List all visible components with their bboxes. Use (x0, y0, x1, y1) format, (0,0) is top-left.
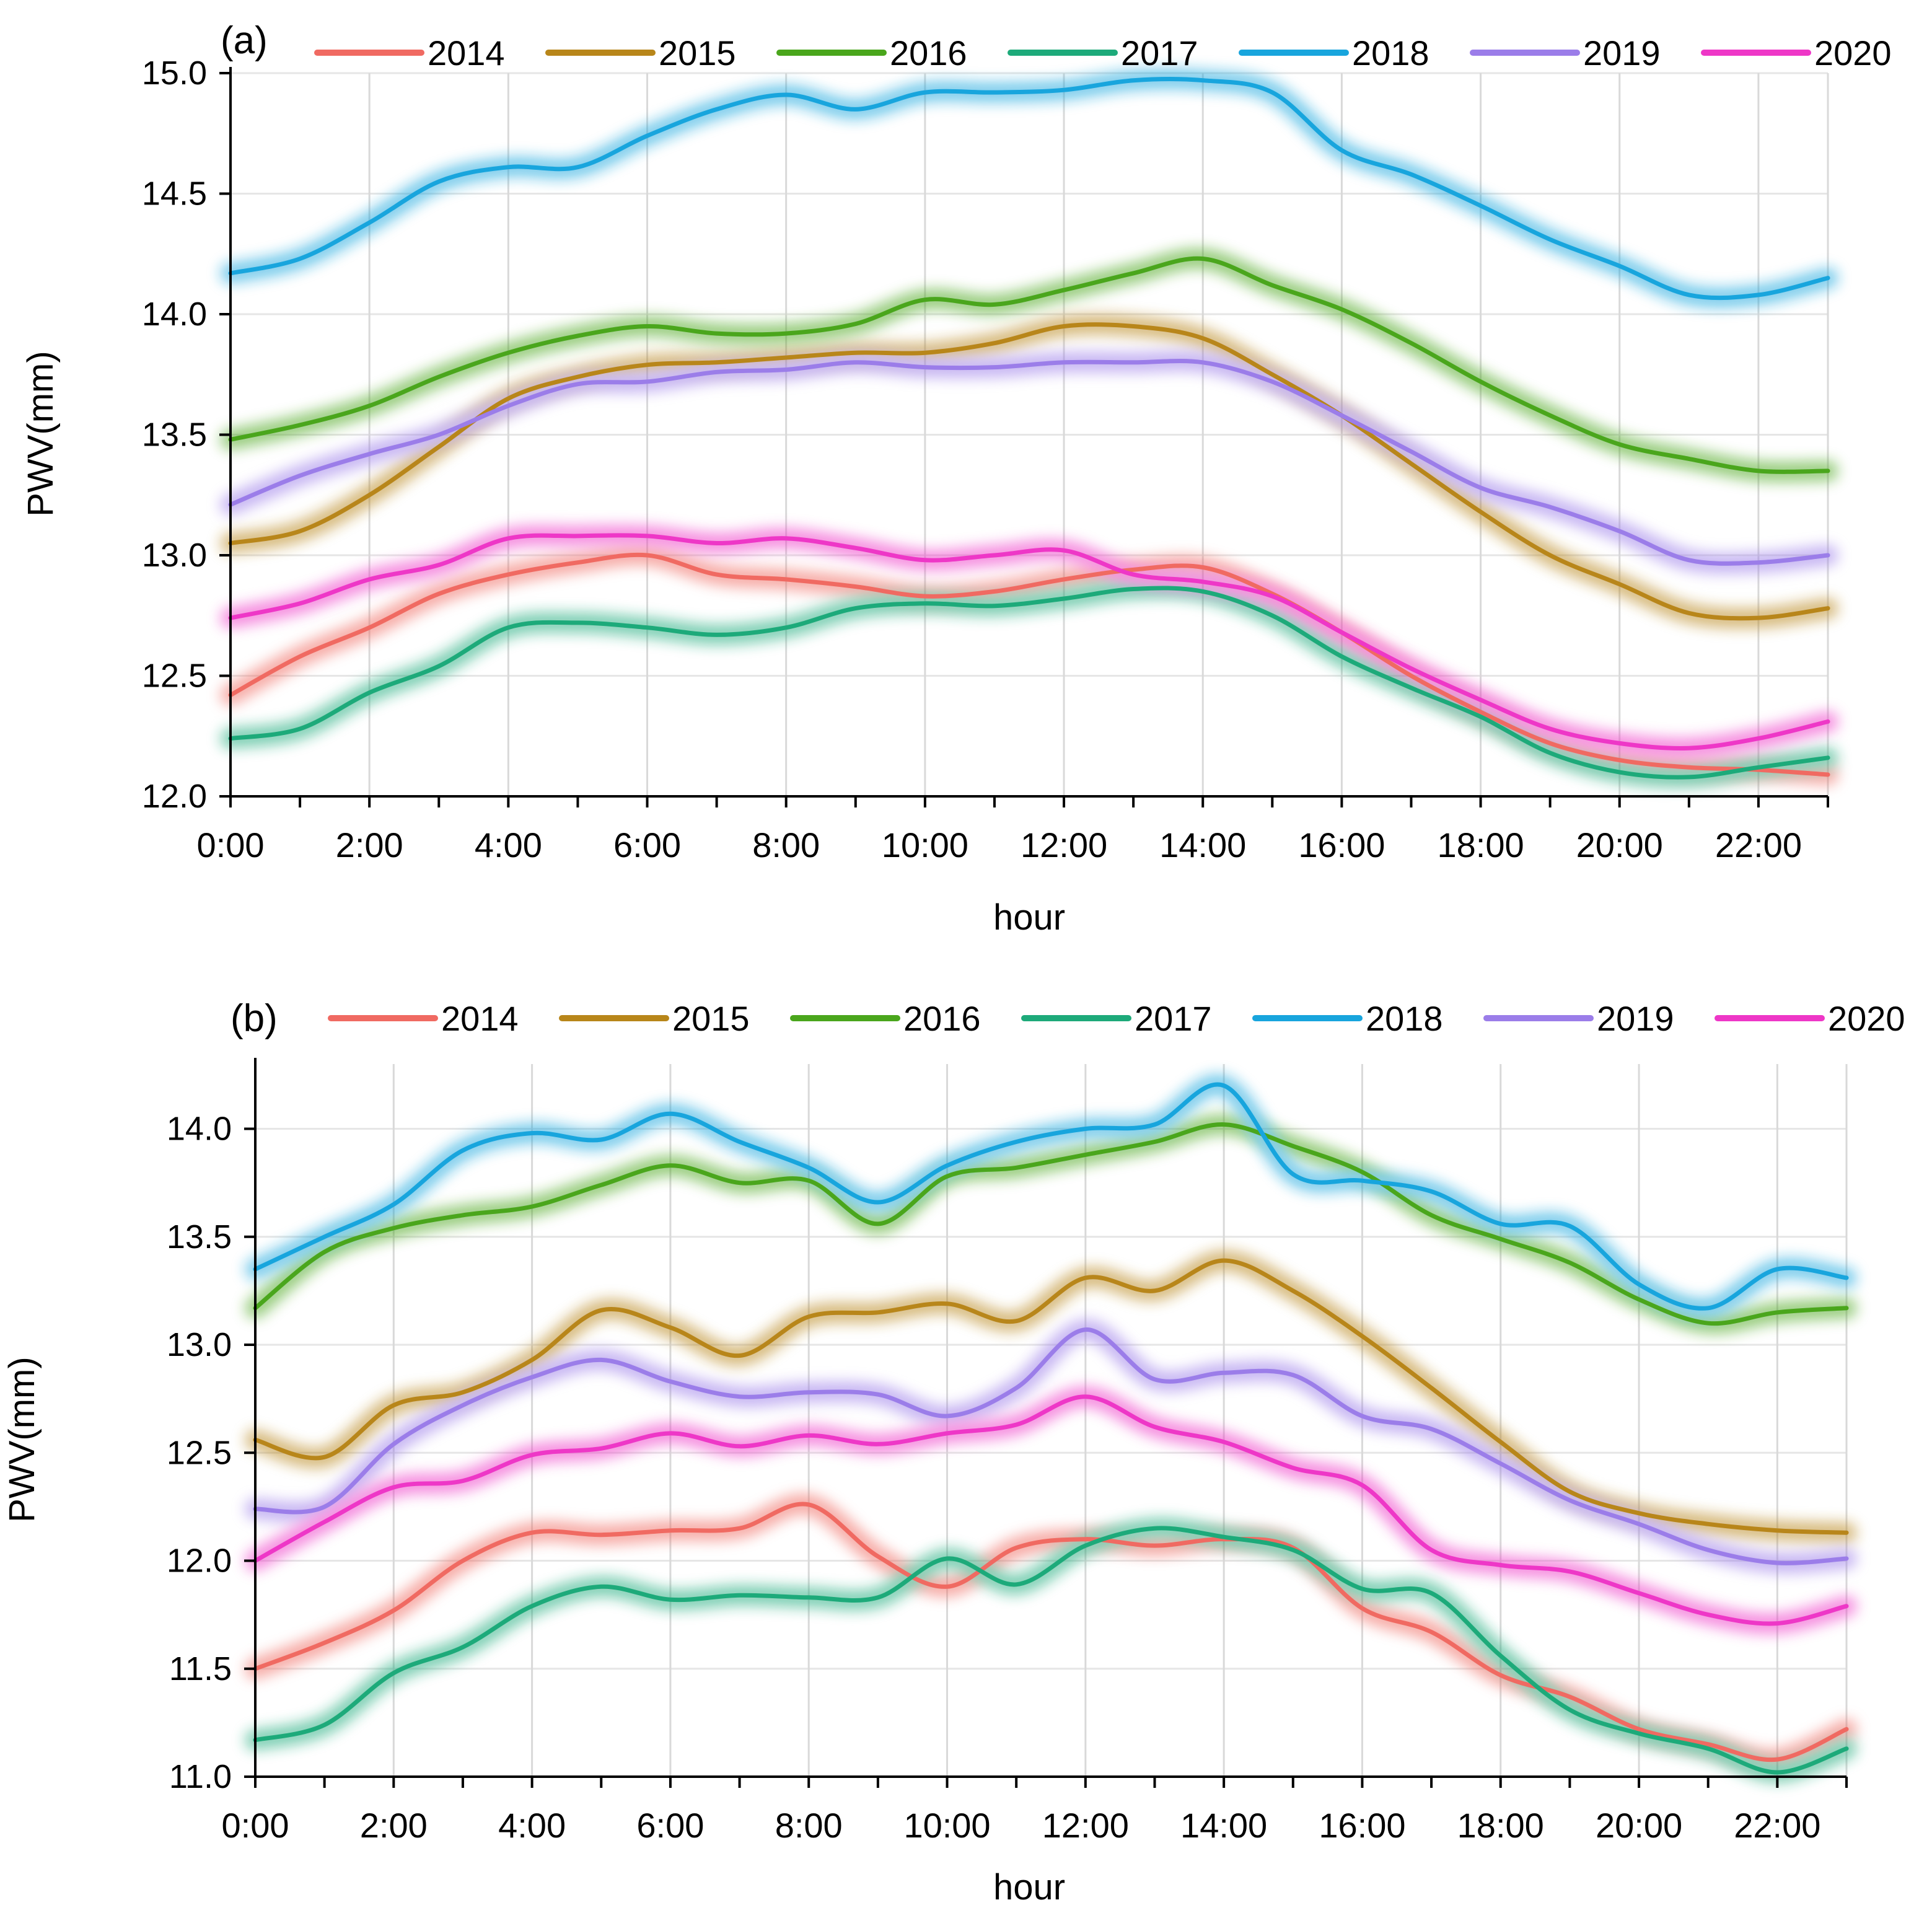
axes: 12.0 12.5 13.0 13.5 14.0 14.5 15.0 0:00 2:00 4:00… (142, 55, 1829, 864)
legend-label: 2016 (903, 999, 981, 1038)
y-tick-label: 13.0 (142, 537, 207, 574)
series-line-2016 (228, 256, 1830, 474)
x-tick-label: 22:00 (1734, 1806, 1820, 1845)
series-line-2018 (253, 1082, 1849, 1311)
x-tick-label: 8:00 (752, 825, 820, 864)
x-axis-title: hour (993, 1867, 1065, 1907)
panel-b: 11.0 11.5 12.0 12.5 13.0 13.5 14.0 0:00 2:00 4:00… (2, 997, 1905, 1907)
series-line-2017 (253, 1526, 1849, 1775)
y-tick-label: 14.5 (142, 175, 207, 213)
legend-item-2015: 2015 (559, 999, 750, 1038)
legend-label: 2019 (1597, 999, 1674, 1038)
panel-label: (a) (221, 19, 268, 62)
series-line-2014 (253, 1502, 1849, 1762)
x-tick-label: 10:00 (903, 1806, 990, 1845)
legend-label: 2014 (441, 999, 519, 1038)
x-tick-label: 8:00 (775, 1806, 843, 1845)
x-tick-label: 18:00 (1437, 825, 1524, 864)
panel-label: (b) (231, 997, 278, 1040)
y-tick-label: 13.5 (142, 416, 207, 454)
legend-label: 2017 (1121, 33, 1198, 73)
legend-item-2017: 2017 (1008, 33, 1198, 73)
x-tick-label: 12:00 (1021, 825, 1107, 864)
x-tick-label: 20:00 (1596, 1806, 1682, 1845)
legend-item-2017: 2017 (1021, 999, 1212, 1038)
x-tick-label: 12:00 (1042, 1806, 1129, 1845)
x-tick-label: 0:00 (197, 825, 265, 864)
y-tick-label: 14.0 (167, 1111, 232, 1148)
series-line-2017 (228, 586, 1830, 780)
series-line-2020 (253, 1394, 1849, 1626)
legend-item-2015: 2015 (545, 33, 736, 73)
legend-item-2016: 2016 (790, 999, 981, 1038)
x-tick-label: 2:00 (336, 825, 403, 864)
y-tick-label: 13.0 (167, 1326, 232, 1363)
series-line-2018 (228, 76, 1830, 301)
x-axis-title: hour (993, 897, 1065, 938)
legend-label: 2018 (1366, 999, 1443, 1038)
y-tick-label: 12.5 (142, 658, 207, 695)
legend-item-2018: 2018 (1239, 33, 1429, 73)
legend: 2014 2015 2016 2017 2018 2019 2020 (314, 33, 1892, 73)
legend-label: 2016 (890, 33, 967, 73)
legend-label: 2018 (1352, 33, 1429, 73)
legend-label: 2019 (1583, 33, 1661, 73)
legend-label: 2014 (428, 33, 505, 73)
y-tick-label: 13.5 (167, 1218, 232, 1256)
series-line-2015 (228, 322, 1830, 621)
y-tick-label: 15.0 (142, 55, 207, 92)
x-tick-label: 22:00 (1715, 825, 1802, 864)
x-tick-label: 2:00 (360, 1806, 428, 1845)
x-tick-label: 10:00 (882, 825, 968, 864)
legend-item-2020: 2020 (1701, 33, 1892, 73)
axes: 11.0 11.5 12.0 12.5 13.0 13.5 14.0 0:00 2:00 4:00… (167, 1058, 1848, 1845)
legend-item-2016: 2016 (776, 33, 967, 73)
y-axis-title: PWV(mm) (2, 1357, 42, 1522)
x-tick-label: 6:00 (636, 1806, 704, 1845)
legend-item-2014: 2014 (328, 999, 519, 1038)
legend: 2014 2015 2016 2017 2018 2019 2020 (328, 999, 1905, 1038)
y-tick-label: 14.0 (142, 296, 207, 333)
panel-a: 12.0 12.5 13.0 13.5 14.0 14.5 15.0 0:00 2:00 4:00… (20, 19, 1892, 938)
y-tick-label: 12.0 (167, 1542, 232, 1580)
y-tick-label: 12.5 (167, 1434, 232, 1471)
x-tick-label: 14:00 (1159, 825, 1246, 864)
series-line-2019 (228, 359, 1830, 566)
y-tick-label: 11.0 (169, 1758, 232, 1795)
y-tick-label: 11.5 (169, 1650, 232, 1687)
x-tick-label: 4:00 (498, 1806, 566, 1845)
x-tick-label: 4:00 (475, 825, 542, 864)
legend-item-2019: 2019 (1470, 33, 1661, 73)
x-tick-label: 14:00 (1180, 1806, 1267, 1845)
series-line-2015 (253, 1258, 1849, 1535)
plot-area (255, 1064, 1846, 1777)
x-tick-label: 16:00 (1319, 1806, 1405, 1845)
legend-label: 2015 (659, 33, 736, 73)
x-tick-label: 20:00 (1576, 825, 1663, 864)
legend-item-2019: 2019 (1483, 999, 1674, 1038)
x-tick-label: 6:00 (613, 825, 681, 864)
legend-label: 2020 (1828, 999, 1905, 1038)
series-line-2020 (228, 533, 1830, 750)
legend-label: 2015 (672, 999, 750, 1038)
legend-item-2014: 2014 (314, 33, 505, 73)
series-line-2019 (253, 1327, 1849, 1565)
x-tick-label: 0:00 (222, 1806, 289, 1845)
x-tick-label: 16:00 (1298, 825, 1385, 864)
legend-label: 2020 (1814, 33, 1892, 73)
legend-label: 2017 (1135, 999, 1212, 1038)
legend-item-2018: 2018 (1252, 999, 1443, 1038)
series-lines (228, 76, 1830, 780)
series-line-2016 (253, 1122, 1849, 1326)
series-lines (253, 1082, 1849, 1775)
y-tick-label: 12.0 (142, 778, 207, 815)
legend-item-2020: 2020 (1715, 999, 1905, 1038)
series-line-2014 (228, 552, 1830, 777)
y-axis-title: PWV(mm) (20, 351, 61, 516)
x-tick-label: 18:00 (1457, 1806, 1544, 1845)
